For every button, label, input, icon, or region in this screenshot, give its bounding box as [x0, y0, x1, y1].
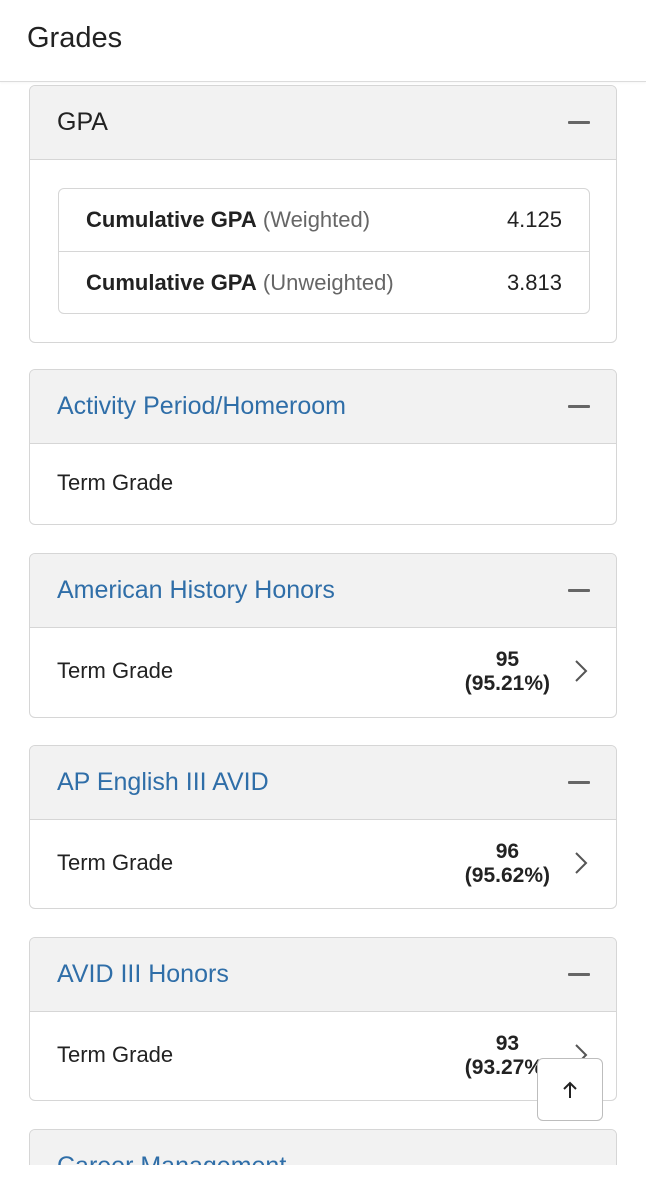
course-title[interactable]: Activity Period/Homeroom — [57, 392, 346, 420]
course-card-activity-period: Activity Period/Homeroom Term Grade — [29, 369, 617, 525]
term-grade-value: 95 (95.21%) — [465, 648, 550, 696]
gpa-collapse-button[interactable] — [552, 104, 606, 142]
course-card-ap-english: AP English III AVID Term Grade 96 (95.62… — [29, 745, 617, 909]
term-grade-row[interactable]: Term Grade 93 (93.27%) — [30, 1012, 616, 1100]
grade-percent: (95.21%) — [464, 672, 550, 695]
term-grade-label: Term Grade — [57, 658, 174, 683]
gpa-row-weighted: Cumulative GPA (Weighted) 4.125 — [59, 189, 589, 251]
grade-percent: (95.62%) — [464, 864, 550, 887]
gpa-card-title: GPA — [57, 108, 108, 136]
arrow-up-icon — [563, 1081, 577, 1098]
course-card-header[interactable]: American History Honors — [30, 554, 616, 628]
grade-score: 96 — [495, 840, 520, 863]
course-card-american-history: American History Honors Term Grade 95 (9… — [29, 553, 617, 718]
gpa-row-unweighted: Cumulative GPA (Unweighted) 3.813 — [59, 251, 589, 314]
term-grade-row[interactable]: Term Grade 95 (95.21%) — [30, 628, 616, 717]
gpa-table: Cumulative GPA (Weighted) 4.125 Cumulati… — [58, 188, 590, 314]
chevron-right-icon[interactable] — [574, 851, 588, 875]
minus-icon — [568, 589, 590, 592]
minus-icon — [568, 405, 590, 408]
chevron-right-icon[interactable] — [574, 659, 588, 683]
term-grade-value: 93 (93.27%) — [465, 1032, 550, 1080]
course-title[interactable]: Career Management — [57, 1152, 286, 1165]
grade-score: 95 — [495, 648, 520, 671]
gpa-qualifier: (Weighted) — [262, 207, 371, 232]
course-title[interactable]: AVID III Honors — [57, 960, 229, 988]
gpa-label: Cumulative GPA (Weighted) — [86, 207, 370, 233]
minus-icon — [568, 781, 590, 784]
course-title[interactable]: American History Honors — [57, 576, 335, 604]
gpa-qualifier: (Unweighted) — [262, 270, 394, 295]
gpa-value-unweighted: 3.813 — [506, 270, 562, 295]
course-card-header[interactable]: Career Management — [30, 1130, 616, 1165]
course-card-avid-honors: AVID III Honors Term Grade 93 (93.27%) — [29, 937, 617, 1101]
course-card-header[interactable]: AVID III Honors — [30, 938, 616, 1012]
page-title: Grades — [27, 22, 123, 54]
grade-percent: (93.27%) — [464, 1056, 550, 1079]
minus-icon — [568, 121, 590, 124]
term-grade-label: Term Grade — [57, 470, 174, 495]
term-grade-label: Term Grade — [57, 850, 174, 875]
course-card-header[interactable]: AP English III AVID — [30, 746, 616, 820]
collapse-button[interactable] — [552, 388, 606, 426]
top-bar: Grades — [0, 0, 646, 82]
gpa-value-weighted: 4.125 — [506, 207, 562, 232]
grade-score: 93 — [495, 1032, 520, 1055]
gpa-card-header[interactable]: GPA — [30, 86, 616, 160]
scroll-to-top-button[interactable] — [537, 1058, 603, 1121]
term-grade-row[interactable]: Term Grade 96 (95.62%) — [30, 820, 616, 908]
term-grade-row: Term Grade — [30, 444, 616, 524]
term-grade-label: Term Grade — [57, 1042, 174, 1067]
course-card-career-management: Career Management — [29, 1129, 617, 1165]
collapse-button[interactable] — [552, 572, 606, 610]
gpa-label-main: Cumulative GPA — [86, 270, 257, 295]
term-grade-value: 96 (95.62%) — [465, 840, 550, 888]
gpa-card: GPA Cumulative GPA (Weighted) 4.125 Cumu… — [29, 85, 617, 343]
gpa-label-main: Cumulative GPA — [86, 207, 257, 232]
collapse-button[interactable] — [552, 956, 606, 994]
content-scroll-area[interactable]: GPA Cumulative GPA (Weighted) 4.125 Cumu… — [0, 83, 646, 1165]
course-title[interactable]: AP English III AVID — [57, 768, 269, 796]
course-card-header[interactable]: Activity Period/Homeroom — [30, 370, 616, 444]
collapse-button[interactable] — [552, 764, 606, 802]
minus-icon — [568, 973, 590, 976]
gpa-label: Cumulative GPA (Unweighted) — [86, 270, 394, 296]
